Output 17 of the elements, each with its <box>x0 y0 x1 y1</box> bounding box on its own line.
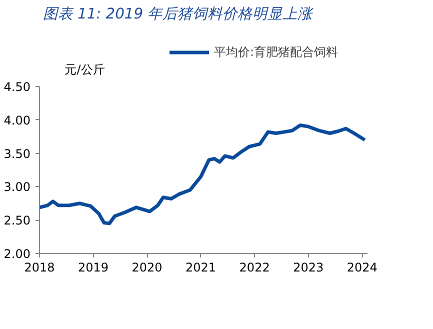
y-tick-label: 3.50 <box>4 146 30 161</box>
x-tick-label: 2023 <box>293 260 324 274</box>
legend-label: 平均价:育肥猪配合饲料 <box>214 44 338 60</box>
x-tick-label: 2020 <box>132 260 162 274</box>
y-tick-label: 4.50 <box>4 80 30 94</box>
line-series <box>40 123 367 226</box>
x-tick-label: 2022 <box>239 260 270 274</box>
x-tick-label: 2021 <box>186 260 216 274</box>
x-tick-label: 2024 <box>346 260 378 274</box>
y-tick-label: 2.50 <box>4 214 30 228</box>
x-tick-label: 2019 <box>78 260 109 274</box>
y-tick-label: 4.00 <box>4 113 30 128</box>
y-tick-label: 3.00 <box>4 180 30 194</box>
x-tick-label: 2018 <box>24 260 55 274</box>
chart-title: 图表 11: 2019 年后猪饲料价格明显上涨 <box>42 6 314 22</box>
y-axis-title: 元/公斤 <box>64 62 105 76</box>
y-tick-label: 2.00 <box>4 247 30 261</box>
